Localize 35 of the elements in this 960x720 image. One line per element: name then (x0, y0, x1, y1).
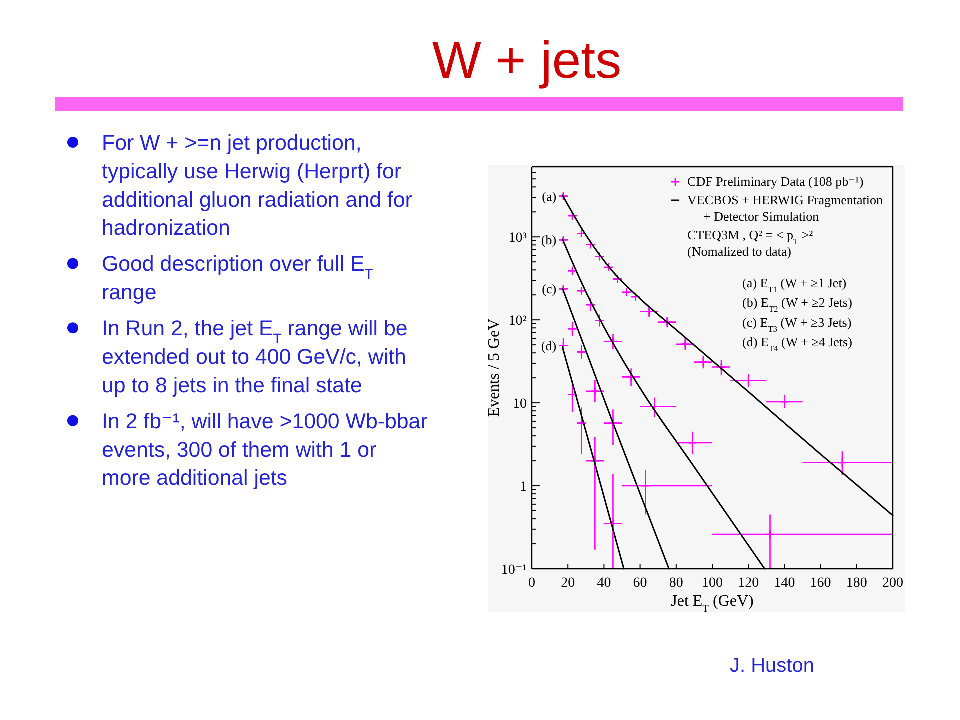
text: For W + >=n jet production, typically use Herwig (Herprt) for additional gluon radiation and for hadronization (102, 131, 412, 240)
text: In 2 fb⁻¹, will have >1000 Wb-bbar events, 300 of them with 1 or more additional jets (102, 409, 428, 490)
text: J. Huston (730, 655, 814, 677)
annotation: (d) E$_{T4}$ (W + ≥4 Jets) (742, 334, 852, 354)
x-tick-label: 60 (633, 576, 648, 591)
x-tick-label: 40 (597, 576, 612, 591)
x-tick-label: 160 (810, 576, 832, 591)
y-axis-title: Events / 5 GeV (486, 318, 503, 418)
y-tick-label: 10² (508, 314, 527, 330)
x-tick-label: 20 (561, 576, 576, 591)
y-tick-label: 1 (520, 480, 527, 496)
x-tick-label: 180 (846, 576, 868, 591)
chart-title: W + jets (432, 32, 622, 90)
x-tick-label: 140 (774, 576, 796, 591)
x-tick-label: 200 (882, 576, 904, 591)
text: In Run 2, the jet E$_{T}$ range will be extended out to 400 GeV/c, with up to 8 jets in the final state (102, 316, 408, 398)
annotation: (c) E$_{T3}$ (W + ≥3 Jets) (742, 314, 852, 334)
annotation: (Nomalized to data) (688, 244, 792, 259)
y-tick-label: 10³ (508, 231, 527, 246)
y-tick-label: 10⁻¹ (501, 563, 527, 578)
annotation: (a) E$_{T1}$ (W + ≥1 Jet) (742, 276, 847, 294)
text: Good description over full E$_{T}$ range (102, 252, 374, 305)
annotation: (d) (541, 338, 557, 354)
y-tick-label: 10 (513, 397, 527, 412)
x-tick-label: 80 (669, 576, 684, 591)
x-tick-label: 100 (702, 576, 723, 591)
legend-label: CDF Preliminary Data (108 pb⁻¹) (688, 174, 864, 189)
annotation: (c) (542, 282, 557, 297)
annotation: (b) (541, 232, 557, 248)
x-tick-label: 120 (738, 576, 760, 591)
annotation: (b) E$_{T2}$ (W + ≥2 Jets) (742, 295, 852, 314)
legend-label: VECBOS + HERWIG Fragmentation + Detector Simulation (688, 192, 884, 224)
annotation: CTEQ3M , Q² = < p$_{T}$ >² (688, 228, 814, 246)
x-axis-title: Jet E$_{T}$ (GeV) (671, 593, 754, 614)
x-tick-label: 0 (528, 576, 536, 591)
